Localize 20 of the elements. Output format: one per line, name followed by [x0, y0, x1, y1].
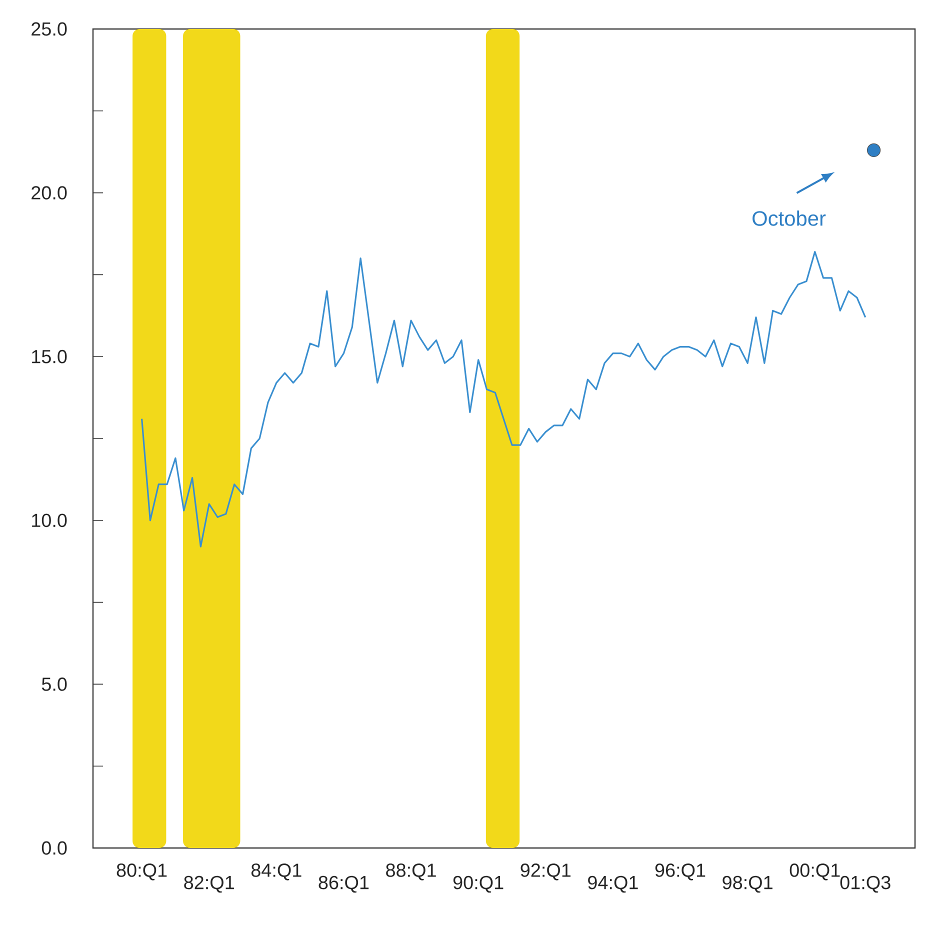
annotation: October — [752, 210, 826, 226]
y-tick-label: 25.0 — [32, 22, 67, 36]
y-tick-label: 10.0 — [32, 514, 67, 528]
x-tick-label: 88:Q1 — [386, 864, 436, 880]
x-tick-label: 96:Q1 — [655, 864, 706, 880]
x-tick-label: 80:Q1 — [116, 864, 167, 880]
y-tick-label: 5.0 — [42, 677, 67, 691]
x-tick-label: 90:Q1 — [453, 876, 504, 893]
x-tick-label: 92:Q1 — [520, 864, 571, 880]
x-tick-label: 86:Q1 — [318, 876, 369, 893]
x-tick-label: 01:Q3 — [840, 876, 890, 893]
y-tick-label: 0.0 — [42, 841, 67, 855]
line-series — [141, 250, 866, 548]
x-tick-label: 82:Q1 — [184, 876, 234, 893]
y-tick-label: 20.0 — [32, 186, 67, 200]
x-tick-label: 00:Q1 — [790, 864, 840, 880]
x-tick-label: 94:Q1 — [588, 876, 638, 893]
x-tick-label: 84:Q1 — [251, 864, 302, 880]
x-tick-label: 98:Q1 — [722, 876, 772, 893]
y-tick-label: 15.0 — [32, 350, 67, 364]
